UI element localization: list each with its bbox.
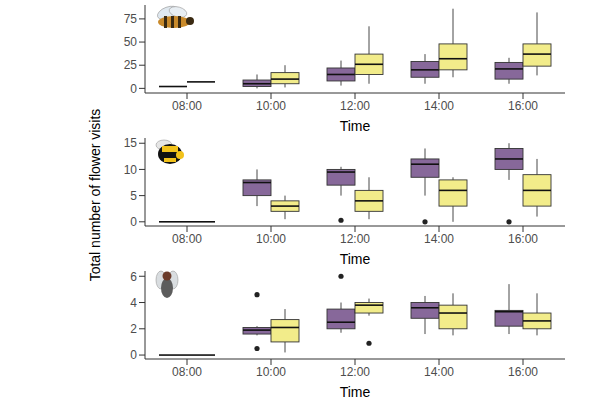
svg-text:0: 0 (130, 215, 137, 229)
svg-text:12:00: 12:00 (340, 365, 370, 379)
svg-text:14:00: 14:00 (424, 99, 454, 113)
svg-text:50: 50 (124, 35, 138, 49)
svg-text:08:00: 08:00 (172, 99, 202, 113)
svg-text:16:00: 16:00 (508, 232, 538, 246)
svg-text:0: 0 (130, 82, 137, 96)
svg-text:14:00: 14:00 (424, 365, 454, 379)
svg-text:10: 10 (124, 163, 138, 177)
svg-text:75: 75 (124, 12, 138, 26)
svg-text:6: 6 (130, 270, 137, 284)
svg-text:10:00: 10:00 (256, 365, 286, 379)
svg-text:0: 0 (130, 348, 137, 362)
svg-text:Time: Time (340, 251, 371, 266)
svg-text:14:00: 14:00 (424, 232, 454, 246)
svg-text:10:00: 10:00 (256, 99, 286, 113)
svg-text:16:00: 16:00 (508, 99, 538, 113)
svg-text:25: 25 (124, 58, 138, 72)
svg-text:5: 5 (130, 189, 137, 203)
svg-text:15: 15 (124, 136, 138, 150)
svg-text:2: 2 (130, 322, 137, 336)
svg-text:12:00: 12:00 (340, 232, 370, 246)
svg-text:Time: Time (340, 118, 371, 133)
svg-text:16:00: 16:00 (508, 365, 538, 379)
svg-text:08:00: 08:00 (172, 365, 202, 379)
html-text:Total number of flower visits: Total number of flower visits (87, 108, 103, 282)
svg-text:Time: Time (340, 384, 371, 399)
svg-text:10:00: 10:00 (256, 232, 286, 246)
svg-text:12:00: 12:00 (340, 99, 370, 113)
svg-text:4: 4 (130, 296, 137, 310)
svg-text:08:00: 08:00 (172, 232, 202, 246)
